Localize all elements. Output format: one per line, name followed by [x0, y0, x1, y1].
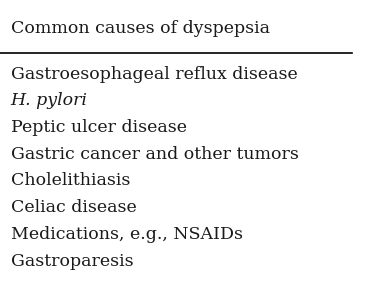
- Text: Gastroesophageal reflux disease: Gastroesophageal reflux disease: [11, 66, 297, 83]
- Text: Celiac disease: Celiac disease: [11, 199, 136, 216]
- Text: Gastric cancer and other tumors: Gastric cancer and other tumors: [11, 146, 299, 163]
- Text: Common causes of dyspepsia: Common causes of dyspepsia: [11, 20, 269, 37]
- Text: H. pylori: H. pylori: [11, 92, 88, 109]
- Text: Gastroparesis: Gastroparesis: [11, 253, 133, 270]
- Text: Cholelithiasis: Cholelithiasis: [11, 172, 130, 190]
- Text: Peptic ulcer disease: Peptic ulcer disease: [11, 119, 187, 136]
- Text: Medications, e.g., NSAIDs: Medications, e.g., NSAIDs: [11, 226, 243, 243]
